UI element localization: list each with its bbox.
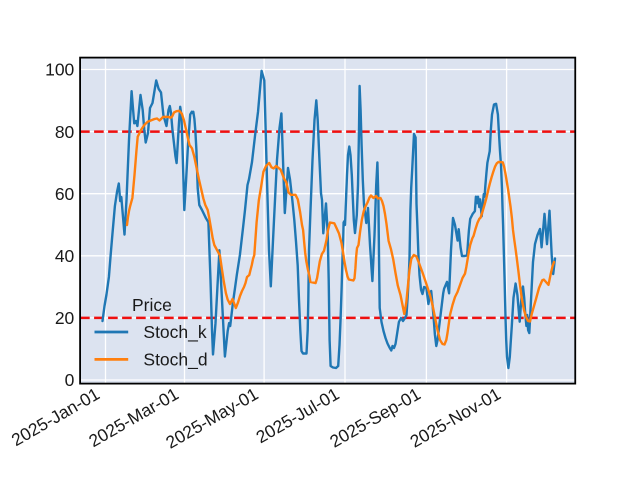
svg-text:100: 100 <box>45 60 74 80</box>
svg-text:Price: Price <box>132 295 172 315</box>
svg-text:20: 20 <box>55 308 75 328</box>
svg-text:60: 60 <box>55 184 75 204</box>
svg-text:Stoch_k: Stoch_k <box>143 322 206 343</box>
svg-text:80: 80 <box>55 122 75 142</box>
svg-text:Stoch_d: Stoch_d <box>143 350 207 371</box>
svg-text:0: 0 <box>65 370 75 390</box>
svg-text:40: 40 <box>55 246 75 266</box>
